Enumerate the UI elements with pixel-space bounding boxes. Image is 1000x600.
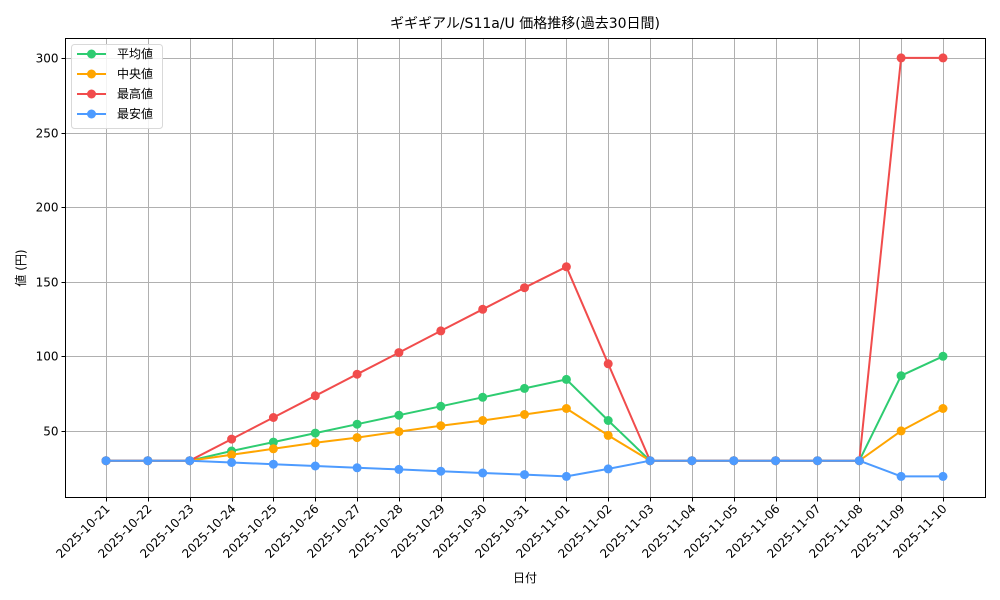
data-point [101, 456, 111, 466]
legend-item: 最安値 [77, 106, 153, 121]
legend-item: 平均値 [77, 46, 153, 61]
data-point [310, 391, 320, 401]
data-point [310, 428, 320, 438]
data-point [896, 426, 906, 436]
data-point [938, 351, 948, 361]
series-3 [101, 456, 948, 481]
legend-label: 最高値 [117, 86, 153, 101]
y-axis-label: 値 (円) [13, 249, 28, 286]
data-point [478, 468, 488, 478]
y-tick-label: 300 [36, 52, 59, 66]
data-point [771, 456, 781, 466]
y-tick-label: 250 [36, 127, 59, 141]
data-point [561, 404, 571, 413]
y-tick-label: 200 [36, 201, 59, 215]
y-axis: 50 100 150 200 250 300 [36, 52, 66, 439]
legend-label: 中央値 [117, 66, 153, 81]
data-point [603, 430, 613, 440]
y-tick-label: 100 [36, 350, 59, 364]
data-point [268, 444, 278, 454]
data-point [268, 437, 278, 447]
data-point [227, 450, 237, 460]
data-point [687, 456, 697, 466]
legend-marker [87, 89, 96, 99]
data-point [310, 438, 320, 448]
data-point [268, 459, 278, 469]
data-point [227, 458, 237, 467]
data-point [520, 383, 529, 393]
legend-label: 平均値 [117, 46, 153, 61]
data-point [394, 410, 404, 420]
data-point [185, 456, 195, 466]
data-point [352, 433, 362, 443]
data-point [352, 463, 362, 473]
data-point [436, 466, 446, 476]
data-point [436, 401, 446, 411]
data-point [813, 456, 822, 466]
data-point [352, 419, 362, 429]
data-point [561, 374, 571, 384]
data-point [645, 456, 655, 466]
data-point [603, 359, 613, 369]
x-axis-label: 日付 [513, 571, 537, 585]
data-point [310, 461, 320, 471]
data-point [436, 326, 446, 336]
data-point [603, 416, 613, 425]
legend-box [71, 44, 163, 129]
data-point [729, 456, 739, 466]
grid-lines [65, 38, 986, 498]
data-point [520, 410, 529, 419]
data-point [938, 53, 948, 63]
data-point [478, 392, 488, 402]
data-point [520, 283, 529, 293]
legend-label: 最安値 [117, 106, 153, 121]
data-point [394, 427, 404, 437]
data-point [561, 471, 571, 481]
data-point [394, 348, 404, 358]
data-point [603, 464, 613, 474]
legend-marker [87, 69, 96, 79]
legend-item: 最高値 [77, 86, 153, 101]
data-point [938, 404, 948, 413]
data-point [268, 413, 278, 422]
data-point [436, 421, 446, 431]
data-point [143, 456, 153, 466]
data-point [561, 262, 571, 272]
data-point [896, 53, 906, 63]
data-point [938, 471, 948, 481]
y-tick-label: 50 [43, 425, 58, 439]
data-point [478, 304, 488, 314]
chart-title: ギギギアル/S11a/U 価格推移(過去30日間) [390, 16, 660, 32]
y-tick-label: 150 [36, 276, 59, 290]
data-point [227, 434, 237, 444]
data-point [520, 470, 529, 480]
data-point [352, 369, 362, 379]
data-point [854, 456, 864, 466]
data-point [896, 371, 906, 381]
data-point [394, 464, 404, 474]
legend-marker [87, 49, 96, 59]
data-point [478, 416, 488, 425]
legend-item: 中央値 [77, 66, 153, 81]
legend-marker [87, 109, 96, 119]
series-lines [101, 53, 948, 481]
data-point [896, 471, 906, 481]
